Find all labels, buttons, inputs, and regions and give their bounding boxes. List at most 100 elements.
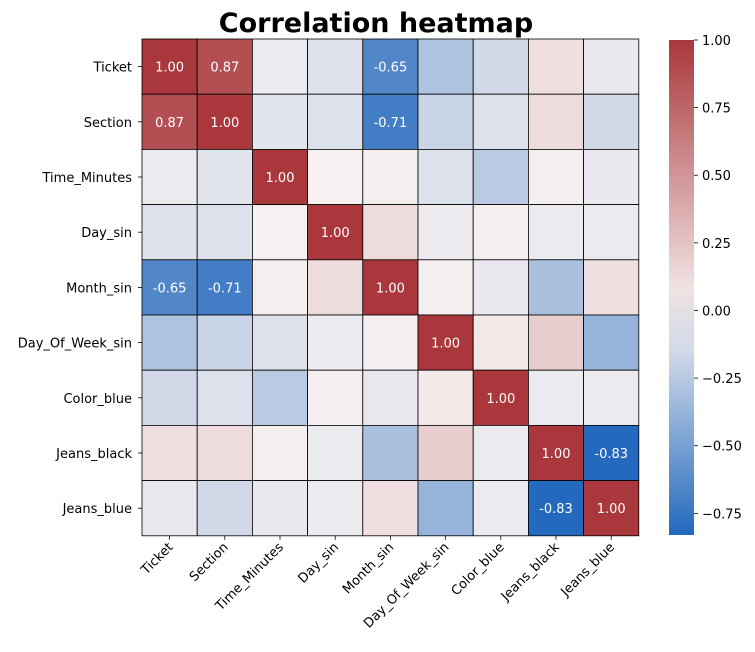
cell-value-label: 1.00 bbox=[210, 116, 239, 131]
heatmap-cell bbox=[583, 369, 640, 426]
heatmap-cell bbox=[362, 148, 419, 205]
y-tick-label: Jeans_blue bbox=[62, 502, 132, 517]
heatmap-cell bbox=[472, 369, 529, 426]
heatmap-cell bbox=[307, 314, 364, 371]
cell-value-label: 1.00 bbox=[321, 226, 350, 241]
heatmap-cell bbox=[528, 148, 585, 205]
heatmap-cell bbox=[196, 314, 253, 371]
heatmap-cell bbox=[362, 480, 419, 537]
colorbar-tick-label: 1.00 bbox=[702, 34, 731, 49]
cell-value-label: -0.83 bbox=[594, 447, 628, 462]
cell-value-label: -0.83 bbox=[539, 502, 573, 517]
heatmap-cell bbox=[251, 424, 308, 481]
cell-value-label: 1.00 bbox=[266, 171, 295, 186]
heatmap-cell bbox=[307, 424, 364, 481]
heatmap-cell bbox=[141, 369, 198, 426]
heatmap-cell bbox=[472, 259, 529, 316]
heatmap-cell bbox=[196, 480, 253, 537]
heatmap-cell bbox=[417, 259, 474, 316]
heatmap-cell bbox=[307, 369, 364, 426]
heatmap-cell bbox=[583, 204, 640, 261]
heatmap-cell bbox=[583, 480, 640, 537]
heatmap-cell bbox=[583, 314, 640, 371]
heatmap-cell bbox=[307, 93, 364, 150]
heatmap-cell bbox=[528, 204, 585, 261]
y-tick-label: Day_Of_Week_sin bbox=[18, 337, 132, 352]
heatmap-cell bbox=[141, 314, 198, 371]
y-tick-label: Section bbox=[84, 116, 132, 131]
heatmap-cell bbox=[417, 424, 474, 481]
heatmap-cell bbox=[307, 259, 364, 316]
heatmap-cell bbox=[251, 93, 308, 150]
heatmap-cell bbox=[307, 148, 364, 205]
heatmap-cell bbox=[307, 480, 364, 537]
colorbar: 1.00 0.75 0.50 0.25 0.00 −0.25 −0.50 −0.75 bbox=[669, 34, 742, 535]
heatmap-cell bbox=[196, 38, 253, 95]
heatmap-cell bbox=[141, 148, 198, 205]
heatmap-cell bbox=[196, 424, 253, 481]
cell-value-label: -0.71 bbox=[208, 281, 242, 296]
heatmap-cell bbox=[196, 259, 253, 316]
cell-annotations: 1.00 0.87 -0.65 0.87 1.00 -0.71 1.00 1.00 -0.65 -… bbox=[153, 61, 628, 518]
heatmap-cell bbox=[251, 480, 308, 537]
heatmap-cell bbox=[251, 369, 308, 426]
heatmap-cell bbox=[417, 93, 474, 150]
cell-value-label: 0.87 bbox=[155, 116, 184, 131]
heatmap-cell bbox=[196, 204, 253, 261]
cell-value-label: 1.00 bbox=[597, 502, 626, 517]
x-tick-label: Month_sin bbox=[340, 540, 397, 597]
x-tick-label: Day_sin bbox=[296, 540, 343, 587]
cell-value-label: 1.00 bbox=[431, 337, 460, 352]
cell-value-label: -0.65 bbox=[374, 61, 408, 76]
cell-value-label: -0.65 bbox=[153, 281, 187, 296]
y-tick-label: Day_sin bbox=[81, 226, 132, 241]
y-tick-label: Jeans_black bbox=[55, 447, 132, 462]
x-tick-label: Jeans_blue bbox=[558, 540, 618, 600]
heatmap-cell bbox=[251, 259, 308, 316]
heatmap-cell bbox=[417, 204, 474, 261]
colorbar-tick-label: −0.50 bbox=[702, 440, 742, 455]
heatmap-cell bbox=[472, 424, 529, 481]
heatmap-cell bbox=[528, 38, 585, 95]
colorbar-tick-label: 0.75 bbox=[702, 102, 731, 117]
heatmap-cell bbox=[307, 204, 364, 261]
heatmap-cell bbox=[362, 424, 419, 481]
heatmap-cell bbox=[141, 424, 198, 481]
chart-title: Correlation heatmap bbox=[219, 8, 533, 39]
x-tick-label: Ticket bbox=[138, 540, 177, 579]
y-tick-label: Month_sin bbox=[66, 281, 132, 296]
cell-value-label: 1.00 bbox=[542, 447, 571, 462]
heatmap-cell bbox=[472, 93, 529, 150]
y-tick-label: Ticket bbox=[93, 61, 132, 76]
heatmap-cell bbox=[472, 148, 529, 205]
heatmap-cell bbox=[141, 38, 198, 95]
heatmap-cell bbox=[417, 369, 474, 426]
heatmap-cell bbox=[196, 369, 253, 426]
heatmap-cell bbox=[196, 148, 253, 205]
heatmap-cell bbox=[141, 93, 198, 150]
colorbar-tick-label: −0.75 bbox=[702, 507, 742, 522]
heatmap-cell bbox=[141, 204, 198, 261]
heatmap-cell bbox=[417, 148, 474, 205]
heatmap-cell bbox=[417, 38, 474, 95]
heatmap-cell bbox=[251, 148, 308, 205]
heatmap-cell bbox=[251, 204, 308, 261]
heatmap-cell bbox=[528, 93, 585, 150]
heatmap-cell bbox=[141, 480, 198, 537]
heatmap-cell bbox=[583, 93, 640, 150]
heatmap-cell bbox=[307, 38, 364, 95]
cell-value-label: 1.00 bbox=[376, 281, 405, 296]
heatmap-cells bbox=[141, 38, 640, 537]
heatmap-cell bbox=[472, 204, 529, 261]
colorbar-tick-label: 0.00 bbox=[702, 304, 731, 319]
heatmap-cell bbox=[472, 480, 529, 537]
colorbar-gradient bbox=[669, 40, 694, 535]
y-tick-label: Color_blue bbox=[63, 392, 132, 407]
heatmap-cell bbox=[528, 369, 585, 426]
heatmap-cell bbox=[472, 314, 529, 371]
x-tick-label: Color_blue bbox=[449, 540, 508, 599]
x-tick-label: Jeans_black bbox=[498, 540, 563, 605]
heatmap-cell bbox=[362, 93, 419, 150]
